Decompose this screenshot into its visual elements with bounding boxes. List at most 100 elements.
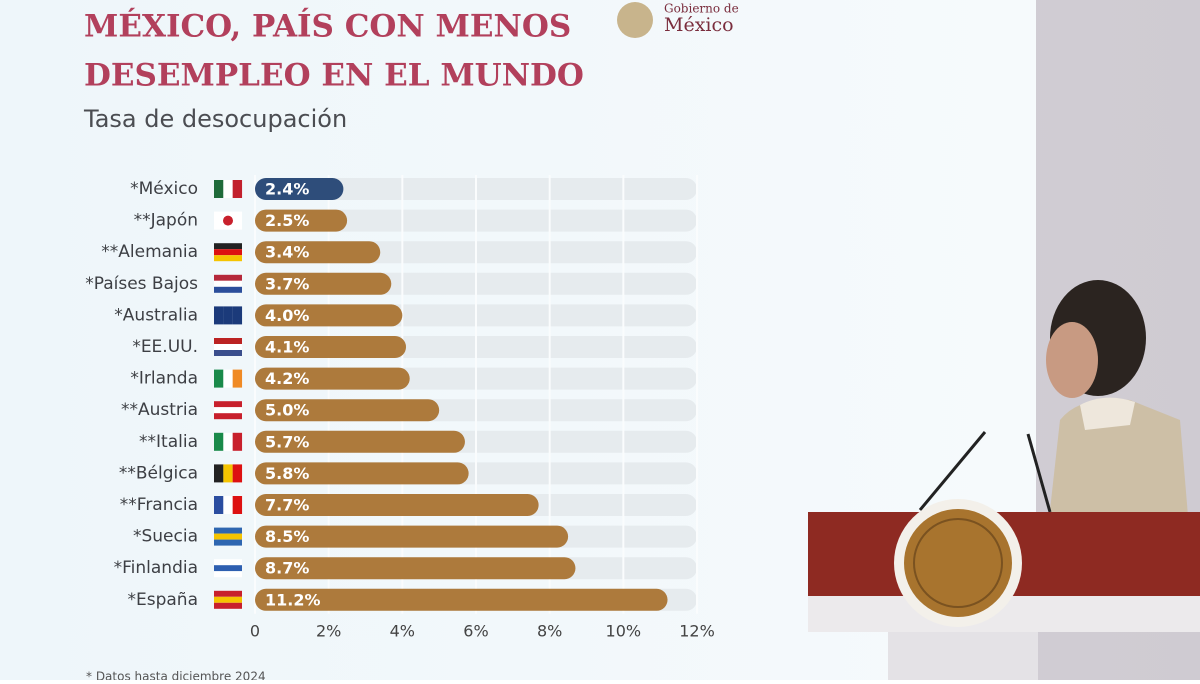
y-tick-label: **Austria (121, 400, 198, 420)
flag (214, 559, 242, 566)
flag (214, 180, 224, 198)
x-tick-label: 12% (679, 622, 715, 641)
bar (255, 272, 392, 295)
y-tick-label: *México (130, 179, 198, 199)
bar (255, 304, 403, 327)
flag (223, 432, 233, 451)
value-label: 3.4% (265, 243, 309, 262)
value-label: 5.0% (265, 401, 309, 420)
flag (214, 286, 242, 293)
bar (255, 241, 381, 264)
flag (214, 413, 242, 420)
bar (255, 178, 344, 200)
flag (214, 211, 224, 230)
value-label: 5.7% (265, 432, 309, 451)
value-label: 2.5% (265, 211, 309, 230)
bar (255, 588, 668, 611)
value-label: 8.7% (265, 559, 309, 578)
podium (808, 499, 1200, 680)
flag (214, 496, 224, 514)
flag (223, 306, 233, 325)
y-tick-label: *Finlandia (114, 558, 198, 578)
x-tick-label: 6% (463, 622, 488, 641)
bar (255, 494, 539, 516)
x-tick-label: 0 (250, 622, 260, 641)
flag (214, 274, 242, 281)
flag (214, 369, 224, 388)
flag (214, 464, 224, 483)
y-tick-label: **Italia (139, 432, 198, 452)
value-label: 2.4% (265, 180, 309, 199)
flag (214, 533, 242, 540)
value-label: 11.2% (265, 590, 321, 609)
y-tick-label: **Alemania (101, 242, 198, 262)
value-label: 3.7% (265, 274, 309, 293)
value-label: 4.0% (265, 306, 309, 325)
chart-title: DESEMPLEO EN EL MUNDO (84, 58, 584, 94)
logo-text: México (664, 14, 734, 36)
x-tick-label: 4% (390, 622, 415, 641)
bar (255, 525, 569, 548)
flag (214, 344, 242, 350)
value-label: 5.8% (265, 464, 309, 483)
flag (214, 602, 242, 609)
x-tick-label: 8% (537, 622, 562, 641)
y-tick-label: **Francia (120, 495, 198, 515)
footnote: * Datos hasta diciembre 2024 (86, 670, 266, 681)
y-tick-label: *Suecia (133, 527, 198, 547)
y-tick-label: *EE.UU. (132, 337, 198, 357)
x-tick-label: 2% (316, 622, 341, 641)
flag (232, 432, 243, 451)
logo-emblem (617, 2, 653, 38)
y-tick-label: **Bélgica (119, 463, 198, 483)
bar (255, 367, 410, 390)
logo-text: Gobierno de (664, 2, 739, 16)
y-tick-label: *Países Bajos (85, 274, 198, 294)
flag (232, 211, 243, 230)
value-label: 7.7% (265, 496, 309, 515)
flag (232, 306, 243, 325)
flag (214, 306, 224, 325)
flag (214, 338, 242, 344)
flag (214, 596, 242, 603)
bar (255, 336, 407, 358)
flag (214, 539, 242, 546)
flag (214, 350, 242, 356)
bar (255, 430, 465, 453)
flag (223, 464, 233, 483)
y-tick-label: **Japón (134, 211, 198, 231)
flag (214, 590, 242, 597)
flag (223, 215, 233, 226)
flag (214, 243, 242, 250)
flag (232, 369, 243, 388)
bar (255, 209, 348, 232)
flag (223, 496, 233, 514)
bar (255, 399, 440, 422)
flag (214, 527, 242, 534)
value-label: 8.5% (265, 527, 309, 546)
value-label: 4.2% (265, 369, 309, 388)
microphone (1026, 433, 1052, 513)
flag (214, 565, 242, 572)
flag (214, 401, 242, 408)
flag (223, 180, 233, 198)
flag (232, 496, 243, 514)
chart-subtitle: Tasa de desocupación (83, 105, 347, 133)
flag (214, 407, 242, 414)
flag (214, 255, 242, 262)
flag (214, 280, 242, 287)
microphone (918, 431, 987, 511)
flag (214, 432, 224, 451)
flag (232, 464, 243, 483)
flag (214, 571, 242, 578)
flag (223, 369, 233, 388)
y-tick-label: *Australia (114, 305, 198, 325)
chart-title: MÉXICO, PAÍS CON MENOS (84, 7, 571, 45)
flag (214, 249, 242, 256)
y-tick-label: *España (128, 590, 199, 610)
y-tick-label: *Irlanda (130, 369, 198, 389)
flag (232, 180, 243, 198)
bar (255, 557, 576, 580)
